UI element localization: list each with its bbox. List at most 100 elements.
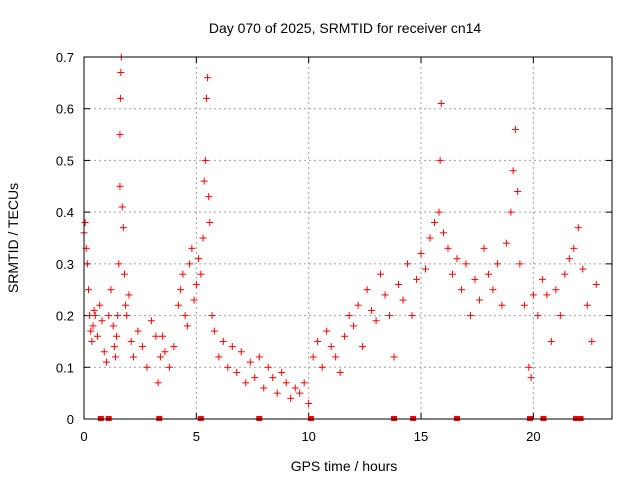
data-point	[138, 343, 146, 351]
y-tick-labels: 0 0.1 0.2 0.3 0.4 0.5 0.6 0.7	[56, 50, 74, 427]
data-point	[190, 296, 198, 304]
y-tick-label: 0.5	[56, 153, 74, 168]
data-point	[219, 337, 227, 345]
data-point	[107, 286, 115, 294]
data-point	[161, 348, 169, 356]
data-point	[154, 379, 162, 387]
data-point	[195, 255, 203, 263]
data-point	[350, 322, 358, 330]
data-point	[264, 363, 272, 371]
data-point	[516, 260, 524, 268]
data-point	[282, 379, 290, 387]
data-point	[81, 218, 89, 226]
data-point	[395, 281, 403, 289]
data-point	[237, 348, 245, 356]
data-point	[123, 312, 131, 320]
data-point	[561, 270, 569, 278]
data-point	[408, 312, 416, 320]
data-point	[404, 260, 412, 268]
data-point	[305, 399, 313, 407]
data-point	[359, 343, 367, 351]
data-point	[165, 363, 173, 371]
data-point	[93, 332, 101, 340]
data-point	[534, 312, 542, 320]
data-point	[466, 312, 474, 320]
data-point	[181, 312, 189, 320]
data-point	[177, 286, 185, 294]
data-point	[109, 322, 117, 330]
data-point	[192, 281, 200, 289]
data-point	[556, 312, 564, 320]
data-point	[381, 291, 389, 299]
data-point	[583, 301, 591, 309]
data-point	[100, 348, 108, 356]
data-point	[147, 317, 155, 325]
data-point	[183, 322, 191, 330]
data-point	[372, 317, 380, 325]
data-point	[114, 312, 122, 320]
x-tick-label: 10	[301, 429, 315, 444]
data-point	[475, 296, 483, 304]
data-point	[529, 291, 537, 299]
data-point	[354, 301, 362, 309]
y-axis-title: SRMTID / TECUs	[5, 183, 21, 293]
x-tick-label: 15	[414, 429, 428, 444]
data-point	[435, 208, 443, 216]
data-point	[96, 301, 104, 309]
data-point	[507, 208, 515, 216]
data-point	[417, 250, 425, 258]
data-point	[246, 358, 254, 366]
data-point	[197, 270, 205, 278]
data-point	[102, 358, 110, 366]
data-point	[588, 337, 596, 345]
data-point	[90, 306, 98, 314]
data-point	[210, 327, 218, 335]
data-point	[377, 270, 385, 278]
data-point	[186, 260, 194, 268]
data-point	[509, 167, 517, 175]
data-point	[242, 379, 250, 387]
y-tick-label: 0	[67, 412, 74, 427]
data-point	[300, 379, 308, 387]
x-tick-label: 5	[193, 429, 200, 444]
x-axis-title: GPS time / hours	[291, 458, 398, 474]
data-point	[116, 182, 124, 190]
plot-frame	[83, 56, 613, 420]
data-point	[291, 384, 299, 392]
data-point	[399, 296, 407, 304]
data-point	[511, 125, 519, 133]
data-point	[437, 100, 445, 108]
data-point	[120, 270, 128, 278]
data-point	[113, 332, 121, 340]
grid	[83, 56, 612, 420]
data-point	[390, 353, 398, 361]
data-point	[457, 286, 465, 294]
data-point	[514, 187, 522, 195]
data-point	[174, 301, 182, 309]
data-point	[484, 270, 492, 278]
data-point	[224, 363, 232, 371]
data-point	[202, 94, 210, 102]
data-point	[314, 337, 322, 345]
y-tick-label: 0.1	[56, 360, 74, 375]
data-point	[215, 353, 223, 361]
data-point	[448, 270, 456, 278]
data-point	[83, 260, 91, 268]
data-point	[228, 343, 236, 351]
data-point	[125, 291, 133, 299]
data-point	[341, 332, 349, 340]
data-point	[152, 332, 160, 340]
data-point	[89, 322, 97, 330]
data-point	[345, 312, 353, 320]
x-tick-labels: 0 5 10 15 20	[80, 429, 540, 444]
data-point	[318, 363, 326, 371]
data-point	[570, 244, 578, 252]
data-point	[520, 301, 528, 309]
data-point	[471, 275, 479, 283]
data-point	[480, 244, 488, 252]
data-point	[453, 255, 461, 263]
data-point	[118, 203, 126, 211]
data-point	[206, 218, 214, 226]
data-point	[332, 353, 340, 361]
